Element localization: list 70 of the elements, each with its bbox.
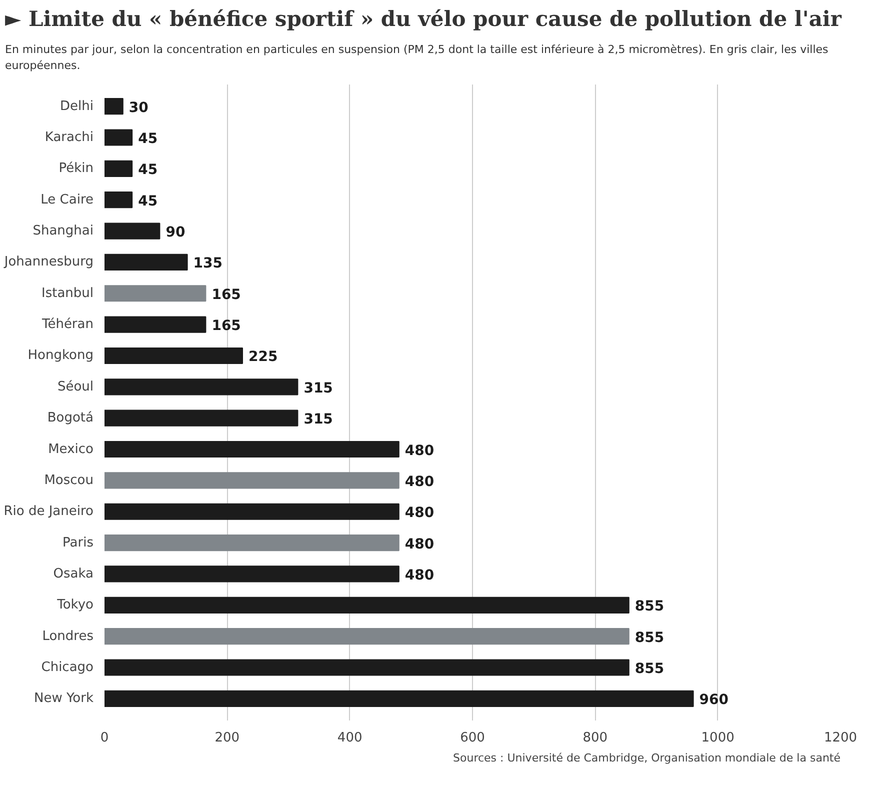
x-tick-label: 1000 xyxy=(701,730,734,746)
bar xyxy=(104,534,400,551)
bar xyxy=(104,316,206,333)
y-tick-label: Istanbul xyxy=(41,286,94,301)
data-label: 315 xyxy=(304,380,333,396)
bar xyxy=(104,128,133,146)
data-label: 480 xyxy=(404,504,434,521)
data-label: 480 xyxy=(404,567,434,584)
data-label: 855 xyxy=(634,598,664,614)
data-label: 45 xyxy=(138,193,158,210)
y-tick-label: Hongkong xyxy=(28,348,94,363)
x-tick-label: 0 xyxy=(100,730,109,746)
chart-subtitle: En minutes par jour, selon la concentration en particules en suspension (PM 2,5 dont la taille est inférieure à 2,5 micromètres). En gris clair, les villes européennes. xyxy=(5,42,830,74)
y-tick-label: Paris xyxy=(62,534,94,550)
bar xyxy=(104,160,133,177)
x-tick-label: 1200 xyxy=(824,730,858,746)
y-tick-label: Tokyo xyxy=(56,597,94,612)
data-label: 960 xyxy=(699,692,729,708)
bar xyxy=(104,284,206,302)
bar xyxy=(104,565,400,582)
data-label: 30 xyxy=(128,100,149,116)
y-tick-label: Chicago xyxy=(41,660,94,675)
data-label: 480 xyxy=(404,536,434,552)
y-tick-label: Johannesburg xyxy=(3,254,94,270)
data-label: 45 xyxy=(138,130,158,147)
bar xyxy=(104,409,298,426)
data-label: 480 xyxy=(404,442,434,458)
bar xyxy=(104,254,188,270)
y-tick-label: Le Caire xyxy=(40,192,94,208)
data-label: 315 xyxy=(304,411,333,428)
y-tick-label: Karachi xyxy=(44,130,94,145)
data-label: 855 xyxy=(634,630,664,646)
source-note: Sources : Université de Cambridge, Organisation mondiale de la santé xyxy=(453,751,841,764)
y-tick-label: Séoul xyxy=(57,379,94,394)
y-tick-label: Delhi xyxy=(60,98,94,114)
bar xyxy=(104,347,243,364)
y-tick-label: Bogotá xyxy=(47,410,94,426)
bar xyxy=(104,98,124,114)
bar xyxy=(104,503,400,520)
data-label: 855 xyxy=(634,660,664,677)
bar xyxy=(104,596,630,614)
data-label: 165 xyxy=(212,286,241,303)
bar xyxy=(104,690,694,707)
y-tick-label: New York xyxy=(34,690,94,706)
y-tick-label: Osaka xyxy=(53,566,94,582)
chart-title: ► Limite du « bénéfice sportif » du vélo pour cause de pollution de l'air xyxy=(5,5,842,32)
y-tick-label: Shanghai xyxy=(32,223,94,238)
data-label: 480 xyxy=(404,474,434,490)
bar xyxy=(104,472,400,488)
x-tick-label: 600 xyxy=(460,730,485,746)
y-tick-label: Moscou xyxy=(44,472,94,488)
y-tick-label: Pékin xyxy=(58,160,94,176)
bar xyxy=(104,378,298,395)
bar xyxy=(104,658,630,676)
x-tick-label: 400 xyxy=(337,730,362,746)
bar xyxy=(104,191,133,208)
data-label: 225 xyxy=(248,348,278,365)
y-tick-label: Mexico xyxy=(48,441,94,456)
data-label: 135 xyxy=(193,255,223,272)
y-tick-label: Londres xyxy=(42,628,94,644)
data-label: 90 xyxy=(166,224,186,240)
y-tick-label: Rio de Janeiro xyxy=(4,504,94,519)
bar xyxy=(104,628,630,644)
data-label: 165 xyxy=(212,318,241,334)
y-tick-label: Téhéran xyxy=(40,316,94,332)
x-tick-label: 800 xyxy=(582,730,608,746)
x-tick-label: 200 xyxy=(214,730,240,746)
data-label: 45 xyxy=(138,162,158,178)
bar xyxy=(104,440,400,458)
bar xyxy=(104,222,160,240)
